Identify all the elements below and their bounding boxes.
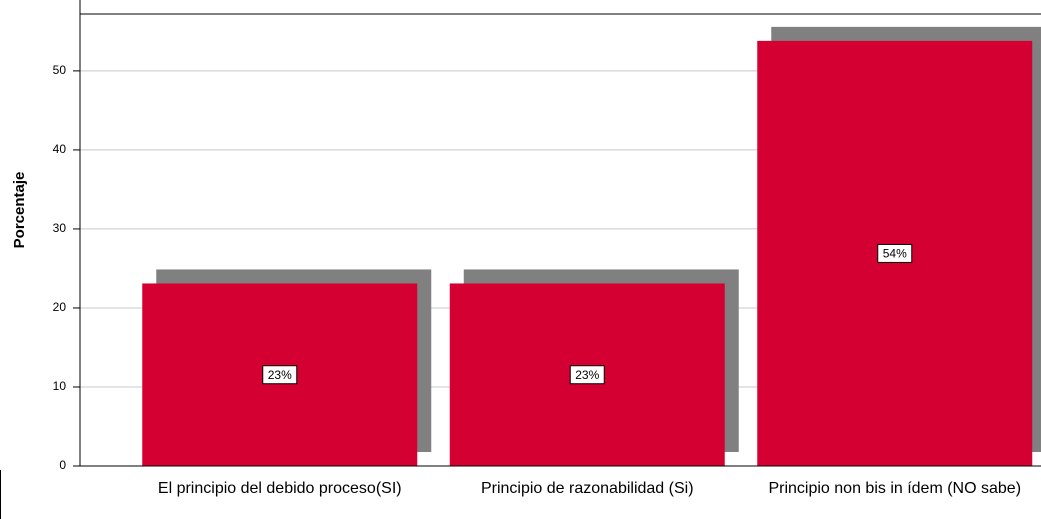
x-tick-label: Principio de razonabilidad (Si): [480, 480, 694, 497]
y-tick-label: 30: [53, 221, 67, 235]
data-label: 23%: [575, 368, 599, 382]
y-tick-label: 40: [53, 142, 67, 156]
data-label-box: [262, 365, 298, 385]
y-tick-label: 10: [53, 379, 67, 393]
y-tick-label: 20: [53, 300, 67, 314]
y-tick-label: 50: [53, 63, 67, 77]
data-label: 23%: [268, 368, 292, 382]
x-tick-label: El principio del debido proceso(SI): [157, 480, 402, 497]
data-label-box: [877, 243, 913, 263]
x-tick-label: Principio non bis in ídem (NO sabe): [768, 480, 1022, 497]
y-tick-label: 0: [59, 458, 66, 472]
y-axis-label: Porcentaje: [11, 172, 28, 249]
data-label-box: [569, 365, 605, 385]
data-label: 54%: [883, 247, 907, 261]
